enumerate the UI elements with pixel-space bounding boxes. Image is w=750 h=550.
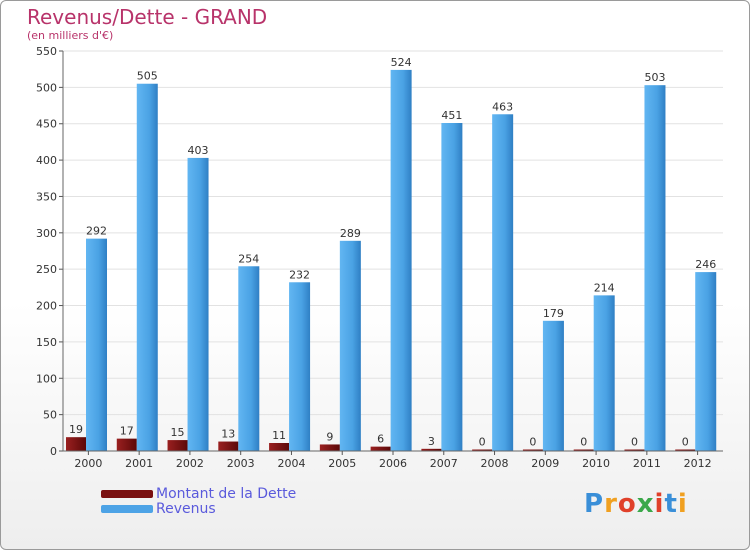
data-label-revenus-2011: 503 xyxy=(644,71,665,84)
legend-label-revenus: Revenus xyxy=(156,501,216,517)
x-tick-label: 2009 xyxy=(531,457,559,470)
bar-revenus-2011 xyxy=(644,85,666,451)
data-label-revenus-2000: 292 xyxy=(86,225,107,238)
bar-debt-2001 xyxy=(116,438,137,451)
bar-revenus-2010 xyxy=(593,295,615,451)
y-tick-label: 350 xyxy=(36,190,57,203)
data-label-debt-2008: 0 xyxy=(479,436,486,449)
data-label-revenus-2005: 289 xyxy=(340,227,361,240)
bar-debt-2005 xyxy=(319,444,340,451)
bar-revenus-2000 xyxy=(86,238,107,451)
logo-letter: o xyxy=(617,489,637,519)
bar-revenus-2004 xyxy=(289,282,311,451)
bar-debt-2006 xyxy=(370,446,391,451)
data-label-debt-2006: 6 xyxy=(377,433,384,446)
data-label-debt-2010: 0 xyxy=(580,436,587,449)
data-label-revenus-2007: 451 xyxy=(441,109,462,122)
bar-revenus-2003 xyxy=(238,266,260,451)
legend-swatch-revenus xyxy=(101,505,153,513)
y-tick-label: 500 xyxy=(36,81,57,94)
bar-revenus-2008 xyxy=(492,114,514,451)
bar-revenus-2009 xyxy=(542,320,564,451)
data-label-debt-2003: 13 xyxy=(221,428,235,441)
bar-debt-2000 xyxy=(66,437,86,451)
x-tick-label: 2012 xyxy=(684,457,712,470)
bar-debt-2007 xyxy=(421,448,442,451)
bar-debt-2003 xyxy=(218,441,239,451)
data-label-debt-2012: 0 xyxy=(682,436,689,449)
bar-revenus-2006 xyxy=(390,69,412,451)
x-tick-label: 2000 xyxy=(74,457,102,470)
bar-debt-2004 xyxy=(269,443,290,451)
y-tick-label: 400 xyxy=(36,154,57,167)
logo-letter: t xyxy=(664,489,678,519)
x-tick-label: 2007 xyxy=(430,457,458,470)
chart-title: Revenus/Dette - GRAND xyxy=(27,5,268,29)
bar-debt-2008 xyxy=(472,449,493,451)
data-label-debt-2011: 0 xyxy=(631,436,638,449)
x-tick-label: 2004 xyxy=(277,457,305,470)
logo-letter: x xyxy=(636,489,655,519)
proxiti-logo: Proxiti xyxy=(584,489,688,519)
chart-subtitle: (en milliers d'€) xyxy=(27,29,114,42)
x-tick-label: 2006 xyxy=(379,457,407,470)
x-tick-label: 2005 xyxy=(328,457,356,470)
bar-debt-2009 xyxy=(522,449,543,451)
bar-revenus-2002 xyxy=(187,157,209,451)
logo-letter: P xyxy=(584,489,605,519)
data-label-revenus-2008: 463 xyxy=(492,100,513,113)
data-label-revenus-2002: 403 xyxy=(188,144,209,157)
bar-revenus-2001 xyxy=(136,83,158,452)
x-tick-label: 2002 xyxy=(176,457,204,470)
x-tick-label: 2001 xyxy=(125,457,153,470)
data-label-revenus-2012: 246 xyxy=(695,258,716,271)
y-tick-label: 150 xyxy=(36,336,57,349)
y-tick-label: 0 xyxy=(50,445,57,458)
y-tick-label: 450 xyxy=(36,118,57,131)
data-label-debt-2009: 0 xyxy=(529,436,536,449)
logo-letter: r xyxy=(604,489,618,519)
x-tick-label: 2010 xyxy=(582,457,610,470)
x-tick-label: 2003 xyxy=(227,457,255,470)
y-tick-label: 300 xyxy=(36,227,57,240)
data-label-debt-2007: 3 xyxy=(428,435,435,448)
bar-revenus-2007 xyxy=(441,123,463,451)
logo-letter: i xyxy=(654,489,665,519)
y-tick-label: 250 xyxy=(36,263,57,276)
data-label-debt-2005: 9 xyxy=(326,430,333,443)
y-tick-label: 50 xyxy=(43,409,57,422)
x-tick-label: 2011 xyxy=(633,457,661,470)
bar-debt-2002 xyxy=(167,440,188,451)
y-tick-label: 100 xyxy=(36,372,57,385)
data-label-revenus-2009: 179 xyxy=(543,307,564,320)
data-label-debt-2004: 11 xyxy=(272,429,286,442)
bar-revenus-2005 xyxy=(339,240,361,451)
data-label-revenus-2004: 232 xyxy=(289,268,310,281)
data-label-debt-2002: 15 xyxy=(171,426,185,439)
y-tick-label: 550 xyxy=(36,45,57,58)
data-label-revenus-2006: 524 xyxy=(391,56,412,69)
bar-debt-2011 xyxy=(624,449,645,451)
data-label-debt-2000: 19 xyxy=(69,423,83,436)
data-label-debt-2001: 17 xyxy=(120,425,134,438)
bar-debt-2012 xyxy=(675,449,696,451)
bar-revenus-2012 xyxy=(695,272,717,451)
legend-label-debt: Montant de la Dette xyxy=(156,486,297,502)
logo-letter: i xyxy=(677,489,688,519)
legend-swatch-debt xyxy=(101,490,153,498)
x-tick-label: 2008 xyxy=(481,457,509,470)
bar-debt-2010 xyxy=(573,449,594,451)
data-label-revenus-2010: 214 xyxy=(594,281,615,294)
y-tick-label: 200 xyxy=(36,300,57,313)
data-label-revenus-2001: 505 xyxy=(137,70,158,83)
data-label-revenus-2003: 254 xyxy=(238,252,259,265)
